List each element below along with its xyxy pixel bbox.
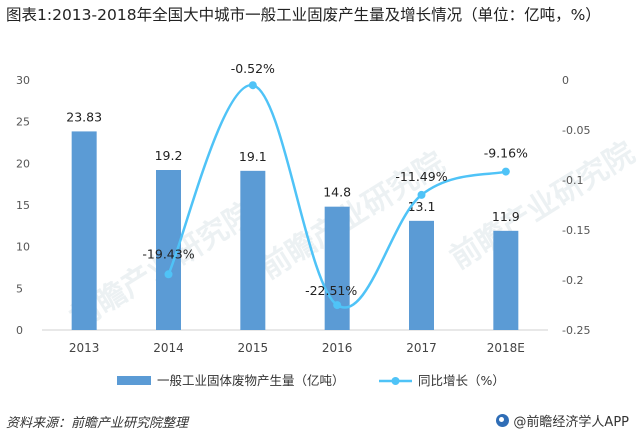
y-right-tick-label: -0.25 <box>562 324 590 337</box>
bar-value-label: 19.1 <box>239 149 267 164</box>
legend-bar-label: 一般工业固体废物产生量（亿吨） <box>157 373 345 388</box>
bar-value-label: 11.9 <box>492 209 520 224</box>
footer: 资料来源：前瞻产业研究院整理 @前瞻经济学人APP <box>0 406 639 435</box>
brand-logo-icon <box>496 414 510 427</box>
x-tick-label: 2015 <box>238 341 269 355</box>
x-tick-label: 2017 <box>406 341 437 355</box>
growth-value-label: -0.52% <box>231 61 275 76</box>
bar-value-label: 19.2 <box>155 148 183 163</box>
source-note: 资料来源：前瞻产业研究院整理 <box>6 416 189 431</box>
y-right-tick-label: 0 <box>562 74 569 87</box>
bar <box>409 220 434 330</box>
x-tick-label: 2018E <box>487 341 525 355</box>
chart-canvas: 0 5 10 15 20 25 30 0 -0.05 -0.1 -0.15 -0.2 -0.25 23.8… <box>16 61 590 388</box>
growth-point <box>333 301 342 310</box>
x-tick-label: 2016 <box>322 341 353 355</box>
growth-value-label: -11.49% <box>395 169 447 184</box>
bar-value-label: 14.8 <box>323 185 351 200</box>
bar-value-label: 23.83 <box>66 109 102 124</box>
bar <box>240 170 266 330</box>
legend-line-marker <box>391 377 400 385</box>
y-right-tick-label: -0.2 <box>562 274 583 287</box>
bar <box>324 206 350 330</box>
growth-point <box>501 167 510 176</box>
growth-point <box>417 190 426 199</box>
bar <box>71 131 97 330</box>
y-right-tick-label: -0.05 <box>562 124 590 137</box>
y-left-tick-label: 15 <box>16 199 30 212</box>
y-right-tick-label: -0.1 <box>562 174 583 187</box>
growth-value-label: -19.43% <box>142 246 194 261</box>
legend-bar-swatch <box>117 376 151 385</box>
y-left-tick-label: 5 <box>16 282 23 295</box>
y-left-tick-label: 20 <box>16 157 30 170</box>
brand-label: @前瞻经济学人APP <box>496 411 629 430</box>
x-tick-label: 2014 <box>153 341 184 355</box>
y-left-tick-label: 10 <box>16 241 30 254</box>
chart-title: 图表1:2013-2018年全国大中城市一般工业固废产生量及增长情况（单位：亿吨… <box>6 6 601 24</box>
growth-point <box>248 81 257 90</box>
growth-point <box>164 270 173 279</box>
legend-line-label: 同比增长（%） <box>418 373 505 388</box>
y-left-tick-label: 25 <box>16 116 30 129</box>
growth-value-label: -22.51% <box>305 283 357 298</box>
y-left-tick-label: 30 <box>16 74 30 87</box>
bar <box>493 230 519 330</box>
brand-text: @前瞻经济学人APP <box>513 415 629 430</box>
x-tick-label: 2013 <box>69 341 100 355</box>
y-left-tick-label: 0 <box>16 324 23 337</box>
growth-value-label: -9.16% <box>484 146 528 161</box>
y-right-tick-label: -0.15 <box>562 224 590 237</box>
